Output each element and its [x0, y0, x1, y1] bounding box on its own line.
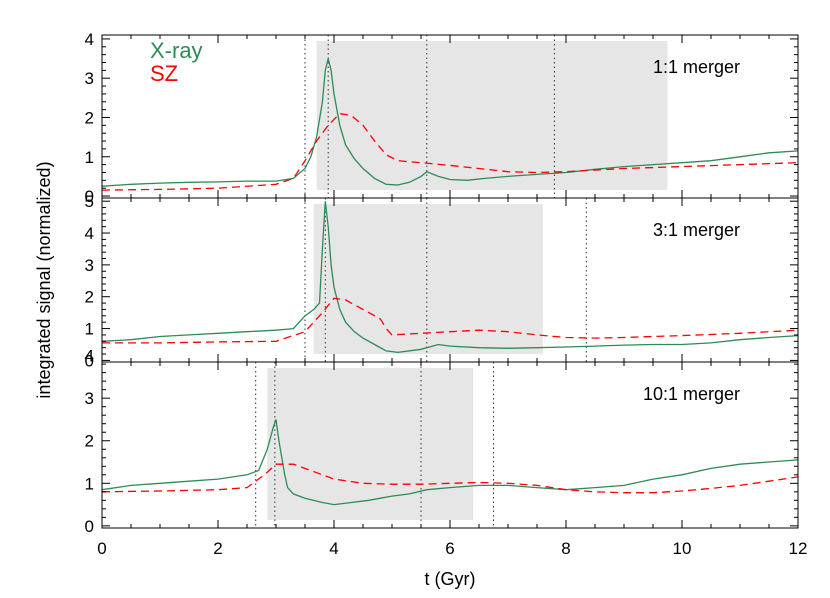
- series-sz-line: [101, 112, 799, 191]
- y-tick-label: 4: [85, 224, 94, 243]
- series-xray-line: [101, 58, 799, 187]
- y-tick-label: 0: [85, 517, 94, 536]
- series-xray-line: [101, 419, 799, 506]
- legend-sz-label: SZ: [150, 61, 178, 86]
- panel-label: 10:1 merger: [643, 384, 740, 404]
- legend-xray-label: X-ray: [150, 38, 203, 63]
- y-tick-label: 0: [85, 351, 94, 370]
- x-tick-label: 8: [561, 539, 570, 558]
- x-tick-label: 10: [673, 539, 692, 558]
- panel-label: 1:1 merger: [653, 57, 740, 77]
- shaded-region: [316, 41, 668, 190]
- series-sz-line: [102, 297, 799, 344]
- y-tick-label: 1: [85, 320, 94, 339]
- y-axis-label: integrated signal (normalized): [34, 161, 54, 398]
- y-tick-label: 3: [85, 389, 94, 408]
- panel-1: 0 1 2 3 4 1:1 merger: [85, 30, 799, 206]
- y-tick-label: 5: [85, 192, 94, 211]
- y-tick-label: 2: [85, 108, 94, 127]
- series-xray-line: [101, 201, 799, 354]
- y-tick-label: 4: [85, 347, 94, 366]
- x-axis-label: t (Gyr): [425, 569, 476, 589]
- y-tick-label: 3: [85, 256, 94, 275]
- x-tick-label: 12: [789, 539, 808, 558]
- panel-3: 0 1 2 3 4 10:1 merger: [85, 347, 799, 536]
- y-tick-label: 2: [85, 432, 94, 451]
- panel-2: 0 1 2 3 4 5 3:1 merger: [85, 192, 799, 370]
- x-tick-label: 6: [445, 539, 454, 558]
- y-tick-label: 3: [85, 69, 94, 88]
- series-sz-line: [101, 463, 799, 494]
- x-tick-label: 4: [329, 539, 338, 558]
- y-tick-label: 2: [85, 288, 94, 307]
- y-tick-label: 1: [85, 148, 94, 167]
- y-tick-label: 1: [85, 474, 94, 493]
- panel-label: 3:1 merger: [653, 220, 740, 240]
- x-tick-label: 0: [97, 539, 106, 558]
- shaded-region: [267, 368, 474, 520]
- y-tick-label: 0: [85, 187, 94, 206]
- y-tick-label: 4: [85, 30, 94, 49]
- x-tick-label: 2: [213, 539, 222, 558]
